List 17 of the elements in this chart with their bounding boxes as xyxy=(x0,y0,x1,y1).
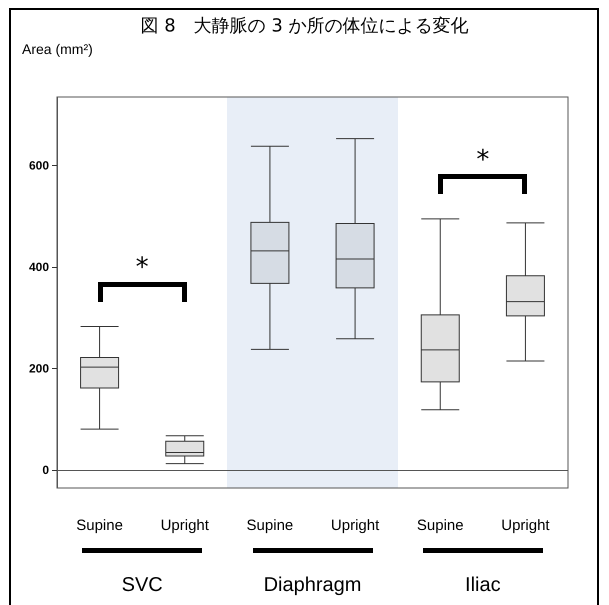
text: SVC xyxy=(122,574,163,596)
chart-title: 図 8 大静脈の 3 か所の体位による変化 xyxy=(140,16,469,36)
text: Diaphragm xyxy=(264,574,362,596)
y-axis-title: Area (mm²) xyxy=(22,41,93,57)
x-tick-label: Supine xyxy=(246,517,294,534)
x-tick-label: Upright xyxy=(160,517,210,534)
annotation: * xyxy=(476,144,490,175)
x-tick-label: Supine xyxy=(416,517,464,534)
y-tick-label: 600 xyxy=(28,158,50,173)
x-tick-label: Upright xyxy=(501,517,550,534)
text: Iliac xyxy=(465,574,501,596)
x-tick-label: Upright xyxy=(330,517,380,534)
y-tick-label: 200 xyxy=(28,362,50,376)
y-tick-label: 400 xyxy=(28,260,50,274)
annotation: * xyxy=(136,252,149,283)
y-tick-label: 0 xyxy=(42,463,50,478)
x-tick-label: Supine xyxy=(76,517,123,534)
